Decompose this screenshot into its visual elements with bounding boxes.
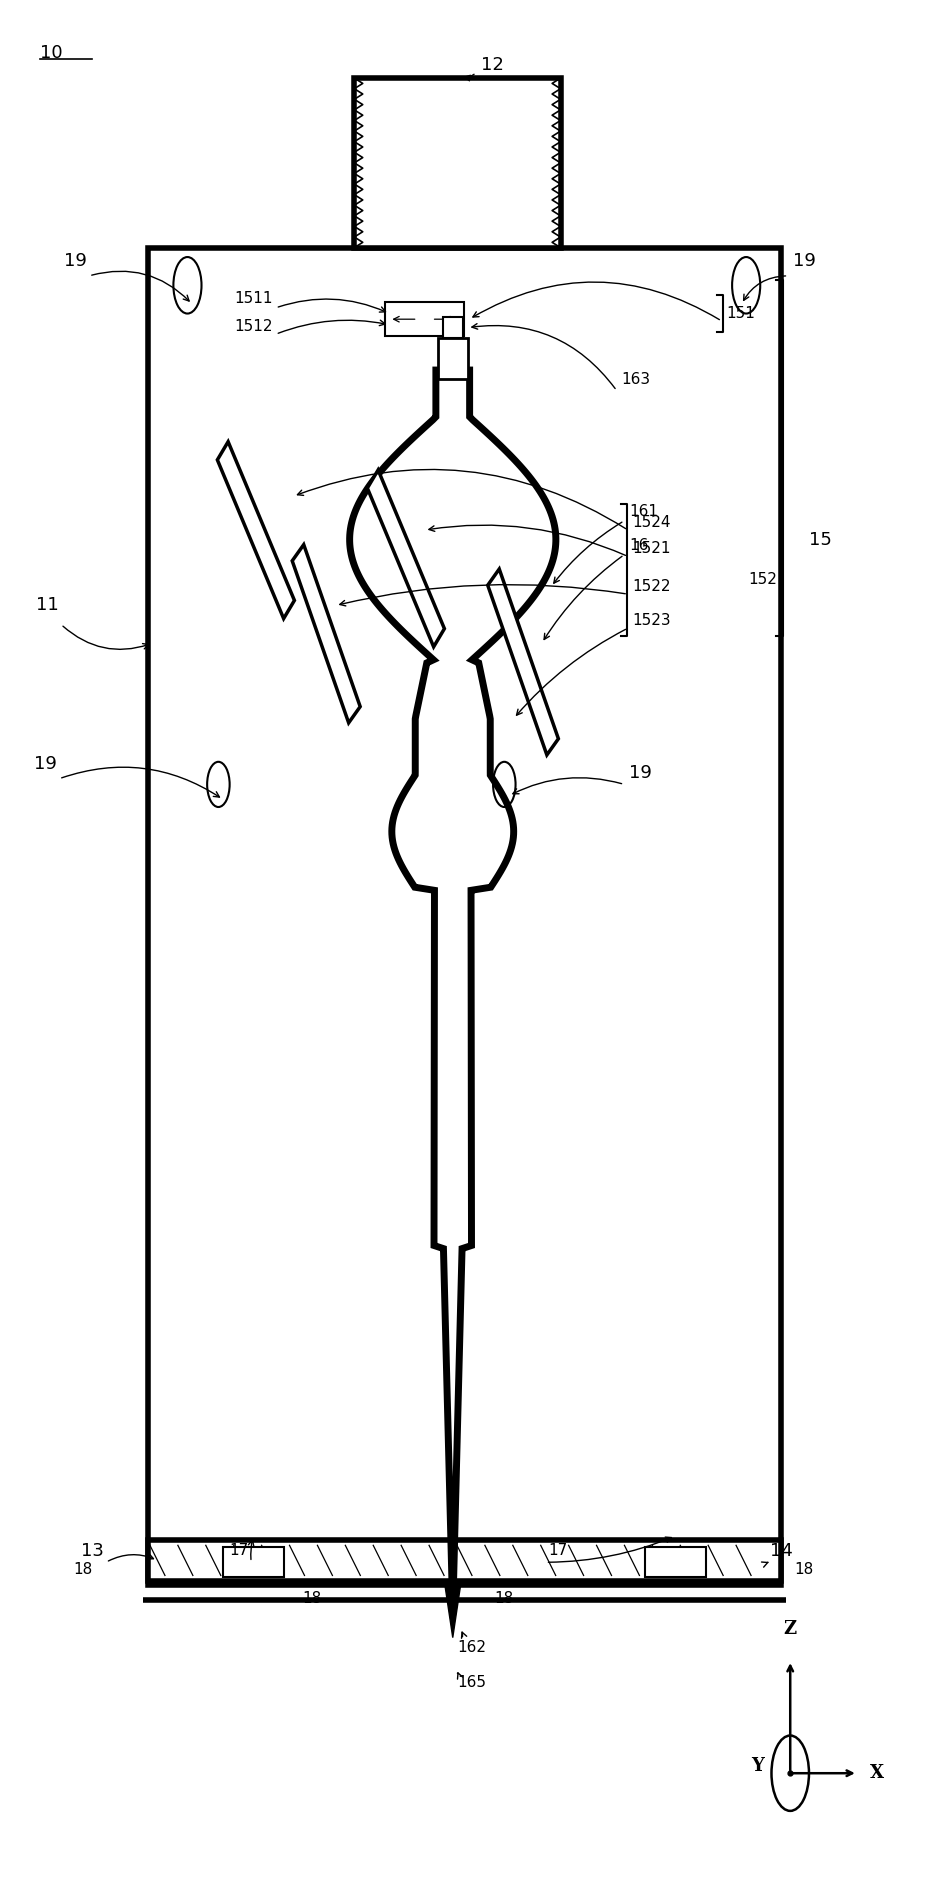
Polygon shape — [217, 442, 294, 618]
Text: X: X — [869, 1764, 884, 1781]
Bar — [385, 302, 465, 336]
Text: 14: 14 — [769, 1541, 792, 1560]
Text: 152: 152 — [748, 572, 777, 587]
Text: 19: 19 — [64, 251, 87, 270]
Text: 17: 17 — [549, 1543, 568, 1558]
Text: 10: 10 — [41, 43, 63, 62]
Text: 13: 13 — [81, 1541, 104, 1560]
Text: 1523: 1523 — [633, 614, 671, 627]
Text: 165: 165 — [457, 1676, 486, 1691]
Text: 16: 16 — [629, 538, 649, 553]
Text: 18: 18 — [303, 1591, 322, 1606]
Bar — [148, 247, 781, 1585]
Polygon shape — [488, 569, 558, 756]
Text: 17: 17 — [229, 1543, 248, 1558]
Text: 163: 163 — [621, 372, 651, 387]
Text: 162: 162 — [457, 1640, 486, 1655]
Text: 12: 12 — [481, 57, 504, 74]
Bar — [148, 1540, 781, 1581]
Text: 161: 161 — [629, 504, 658, 519]
Text: 151: 151 — [726, 306, 755, 321]
Bar — [442, 317, 463, 338]
Text: 1521: 1521 — [633, 542, 671, 557]
Text: 1524: 1524 — [633, 516, 671, 531]
Polygon shape — [350, 370, 555, 1613]
Text: 19: 19 — [34, 756, 58, 773]
Text: 18: 18 — [74, 1562, 93, 1577]
Bar — [438, 338, 468, 380]
Text: Z: Z — [784, 1619, 797, 1638]
Polygon shape — [368, 470, 444, 646]
Bar — [223, 1547, 284, 1577]
Text: 18: 18 — [495, 1591, 514, 1606]
Text: 19: 19 — [793, 251, 816, 270]
Text: 1511: 1511 — [234, 291, 273, 306]
Text: 19: 19 — [629, 765, 652, 782]
Text: 1522: 1522 — [633, 580, 671, 595]
Text: 18: 18 — [795, 1562, 814, 1577]
Text: 1512: 1512 — [234, 319, 273, 334]
Bar — [355, 77, 560, 247]
Polygon shape — [444, 1581, 461, 1638]
Polygon shape — [292, 544, 360, 723]
Text: 15: 15 — [809, 531, 832, 548]
Bar — [645, 1547, 706, 1577]
Text: Y: Y — [752, 1757, 764, 1774]
Text: 11: 11 — [36, 597, 59, 614]
